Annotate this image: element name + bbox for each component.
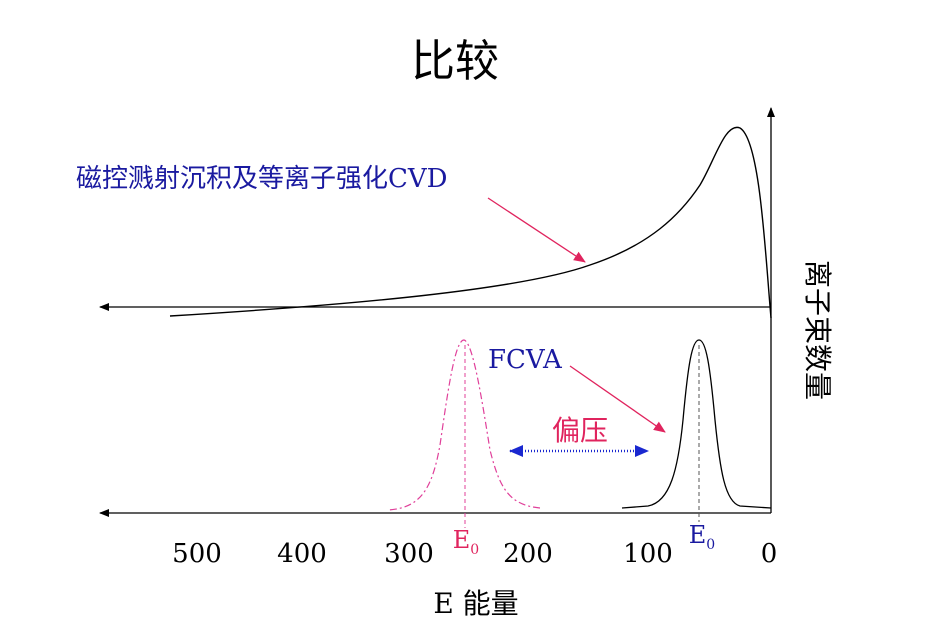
y-axis-label: 离子束数量	[801, 260, 834, 400]
x-tick-label: 200	[503, 539, 553, 569]
x-tick-label: 100	[623, 539, 673, 569]
magnetron-pointer-arrow	[487, 197, 586, 263]
diagram-title: 比较	[411, 36, 499, 87]
x-tick-label: 500	[172, 539, 222, 569]
x-tick-label: 0	[761, 539, 778, 569]
magnetron-distribution-curve	[169, 126, 772, 319]
e0-label-fcva: E0	[689, 521, 715, 553]
fcva-pointer-arrow	[569, 365, 666, 433]
x-tick-label: 400	[277, 539, 327, 569]
bias-label: 偏压	[552, 414, 608, 447]
x-tick-label: 300	[384, 539, 434, 569]
x-axis-label: E 能量	[433, 587, 518, 620]
fcva-peak-curve	[621, 339, 772, 509]
e0-label-shifted: E0	[453, 526, 479, 558]
shifted-peak-curve	[387, 339, 541, 511]
fcva-label: FCVA	[488, 345, 563, 375]
svg-text:E0: E0	[453, 526, 479, 558]
svg-text:E0: E0	[689, 521, 715, 553]
magnetron-label: 磁控溅射沉积及等离子强化CVD	[76, 164, 448, 194]
